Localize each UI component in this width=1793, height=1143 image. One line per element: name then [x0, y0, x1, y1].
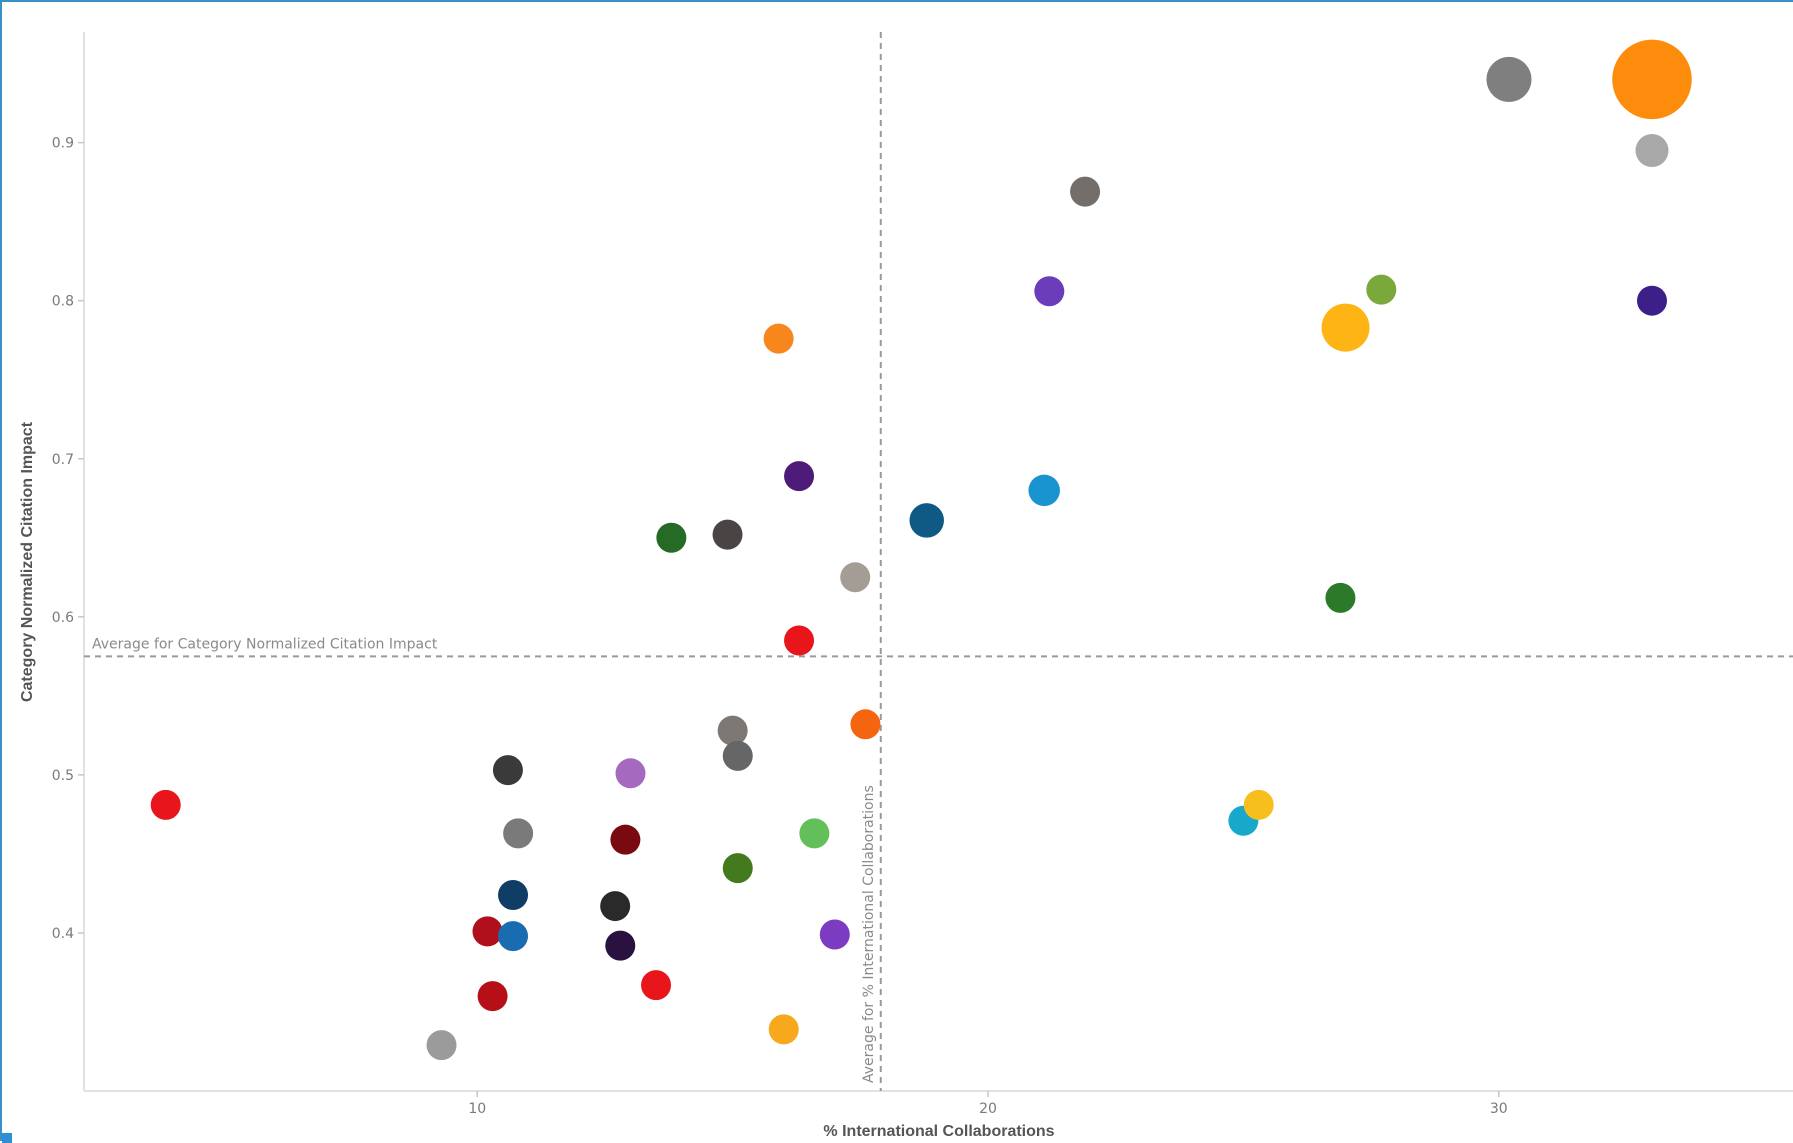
y-tick-label: 0.6	[52, 610, 74, 626]
x-average-label: Average for % International Collaboratio…	[861, 785, 877, 1083]
data-point[interactable]	[909, 503, 944, 538]
data-point[interactable]	[498, 921, 529, 952]
reference-lines: Average for Category Normalized Citation…	[84, 32, 1793, 1091]
data-point[interactable]	[850, 709, 881, 740]
x-axis-ticks: 10 20 30	[468, 1091, 1508, 1117]
data-point[interactable]	[477, 981, 508, 1012]
data-point[interactable]	[150, 789, 181, 820]
x-tick-label: 10	[468, 1101, 486, 1117]
y-average-label: Average for Category Normalized Citation…	[92, 636, 438, 652]
data-point[interactable]	[1321, 303, 1370, 352]
x-tick-label: 20	[979, 1101, 997, 1117]
data-point[interactable]	[1636, 285, 1667, 316]
corner-accent	[2, 1133, 12, 1143]
data-point[interactable]	[605, 930, 636, 961]
data-point[interactable]	[656, 522, 687, 553]
data-point[interactable]	[722, 853, 753, 884]
data-point[interactable]	[426, 1030, 457, 1061]
data-points	[150, 39, 1692, 1061]
data-point[interactable]	[717, 715, 748, 746]
data-point[interactable]	[1635, 134, 1669, 168]
data-point[interactable]	[472, 916, 503, 947]
data-point[interactable]	[722, 740, 753, 771]
data-point[interactable]	[498, 880, 529, 911]
data-point[interactable]	[1243, 789, 1274, 820]
x-tick-label: 30	[1490, 1101, 1508, 1117]
data-point[interactable]	[492, 755, 523, 786]
data-point[interactable]	[819, 919, 850, 950]
data-point[interactable]	[1034, 276, 1065, 307]
data-point[interactable]	[1028, 474, 1060, 507]
y-axis-ticks: 0.4 0.5 0.6 0.7 0.8 0.9	[52, 136, 84, 942]
data-point[interactable]	[503, 818, 534, 849]
y-tick-label: 0.4	[52, 926, 74, 942]
data-point[interactable]	[1366, 274, 1397, 305]
data-point[interactable]	[610, 824, 641, 855]
data-point[interactable]	[1325, 582, 1356, 613]
data-point[interactable]	[1486, 56, 1532, 102]
y-tick-label: 0.8	[52, 294, 74, 310]
y-axis-title: Category Normalized Citation Impact	[19, 421, 36, 702]
data-point[interactable]	[615, 758, 646, 789]
y-tick-label: 0.5	[52, 768, 74, 784]
data-point[interactable]	[763, 323, 794, 354]
data-point[interactable]	[600, 891, 631, 922]
data-point[interactable]	[784, 461, 815, 492]
data-point[interactable]	[712, 519, 743, 550]
data-point[interactable]	[1612, 39, 1692, 120]
data-point[interactable]	[1070, 176, 1101, 207]
y-tick-label: 0.7	[52, 452, 74, 468]
data-point[interactable]	[768, 1014, 799, 1045]
data-point[interactable]	[784, 625, 815, 656]
x-axis-title: % International Collaborations	[823, 1123, 1054, 1140]
data-point[interactable]	[799, 818, 830, 849]
data-point[interactable]	[840, 562, 871, 593]
data-point[interactable]	[641, 970, 672, 1001]
y-tick-label: 0.9	[52, 136, 74, 152]
